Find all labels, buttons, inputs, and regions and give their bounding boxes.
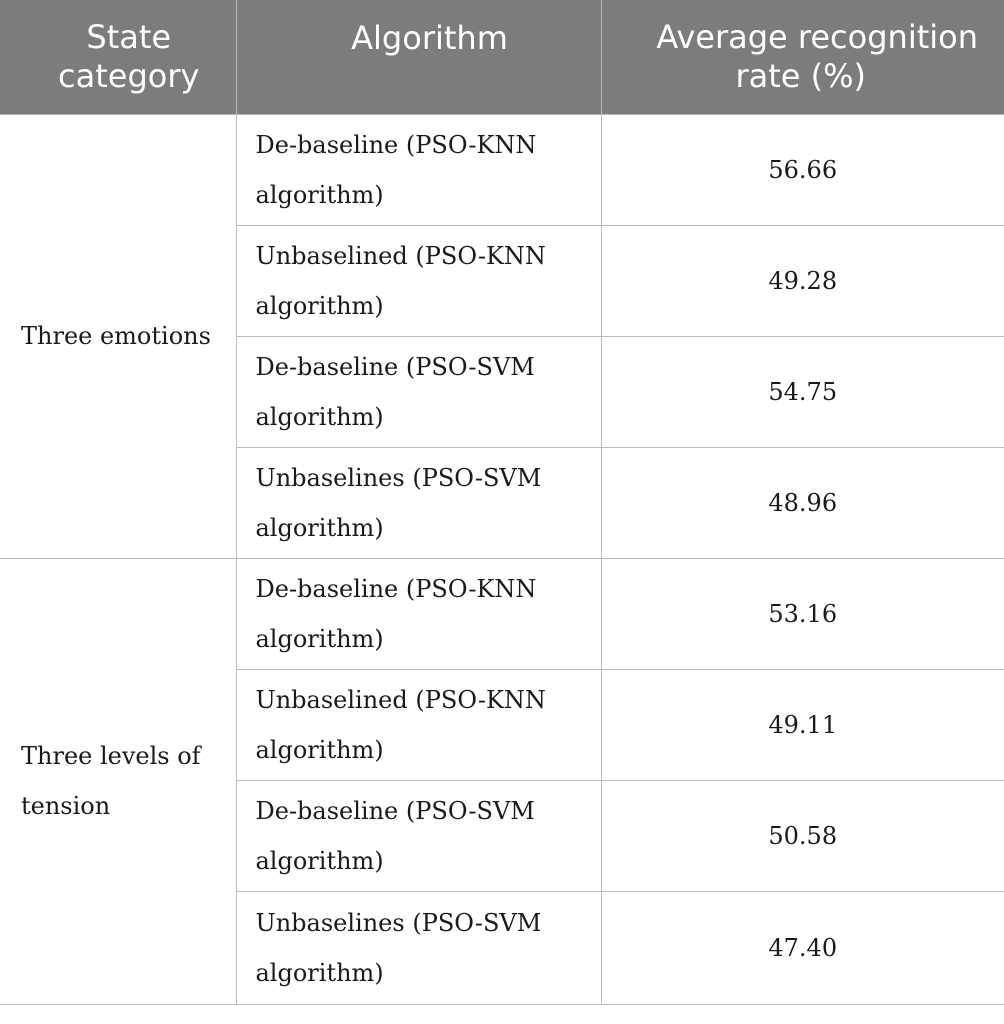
value-cell: 53.16 bbox=[600, 557, 1004, 670]
header-state-category: State category bbox=[0, 0, 237, 114]
table-row: Unbaselined (PSO-KNN algorithm) 49.28 bbox=[0, 224, 1004, 337]
algorithm-cell: Unbaselined (PSO-KNN algorithm) bbox=[235, 668, 602, 781]
category-cell: Three levels of tension bbox=[0, 557, 237, 1005]
table-row: De-baseline (PSO-SVM algorithm) 50.58 bbox=[0, 779, 1004, 892]
value-cell: 47.40 bbox=[600, 890, 1004, 1005]
table-row: Unbaselined (PSO-KNN algorithm) 49.11 bbox=[0, 668, 1004, 781]
value-cell: 49.28 bbox=[600, 224, 1004, 337]
header-algorithm: Algorithm bbox=[236, 0, 602, 114]
table-row: Unbaselines (PSO-SVM algorithm) 47.40 bbox=[0, 890, 1004, 1005]
algorithm-cell: De-baseline (PSO-SVM algorithm) bbox=[235, 335, 602, 448]
category-cell: Three emotions bbox=[0, 113, 237, 559]
value-cell: 54.75 bbox=[600, 335, 1004, 448]
algorithm-cell: Unbaselined (PSO-KNN algorithm) bbox=[235, 224, 602, 337]
table-row: Unbaselines (PSO-SVM algorithm) 48.96 bbox=[0, 446, 1004, 559]
value-cell: 48.96 bbox=[600, 446, 1004, 559]
algorithm-cell: De-baseline (PSO-SVM algorithm) bbox=[235, 779, 602, 892]
header-average-recognition-rate: Average recognition rate (%) bbox=[601, 0, 1004, 114]
table-row: Three levels of tension De-baseline (PSO… bbox=[0, 557, 1004, 1005]
value-cell: 49.11 bbox=[600, 668, 1004, 781]
table-row: Three emotions De-baseline (PSO-KNN algo… bbox=[0, 113, 1004, 559]
table-row: De-baseline (PSO-SVM algorithm) 54.75 bbox=[0, 335, 1004, 448]
header-row: State category Algorithm Average recogni… bbox=[0, 0, 1004, 114]
algorithm-cell: Unbaselines (PSO-SVM algorithm) bbox=[235, 890, 602, 1005]
value-cell: 56.66 bbox=[600, 113, 1004, 226]
value-cell: 50.58 bbox=[600, 779, 1004, 892]
algorithm-cell: Unbaselines (PSO-SVM algorithm) bbox=[235, 446, 602, 559]
algorithm-cell: De-baseline (PSO-KNN algorithm) bbox=[235, 557, 602, 670]
algorithm-cell: De-baseline (PSO-KNN algorithm) bbox=[235, 113, 602, 226]
